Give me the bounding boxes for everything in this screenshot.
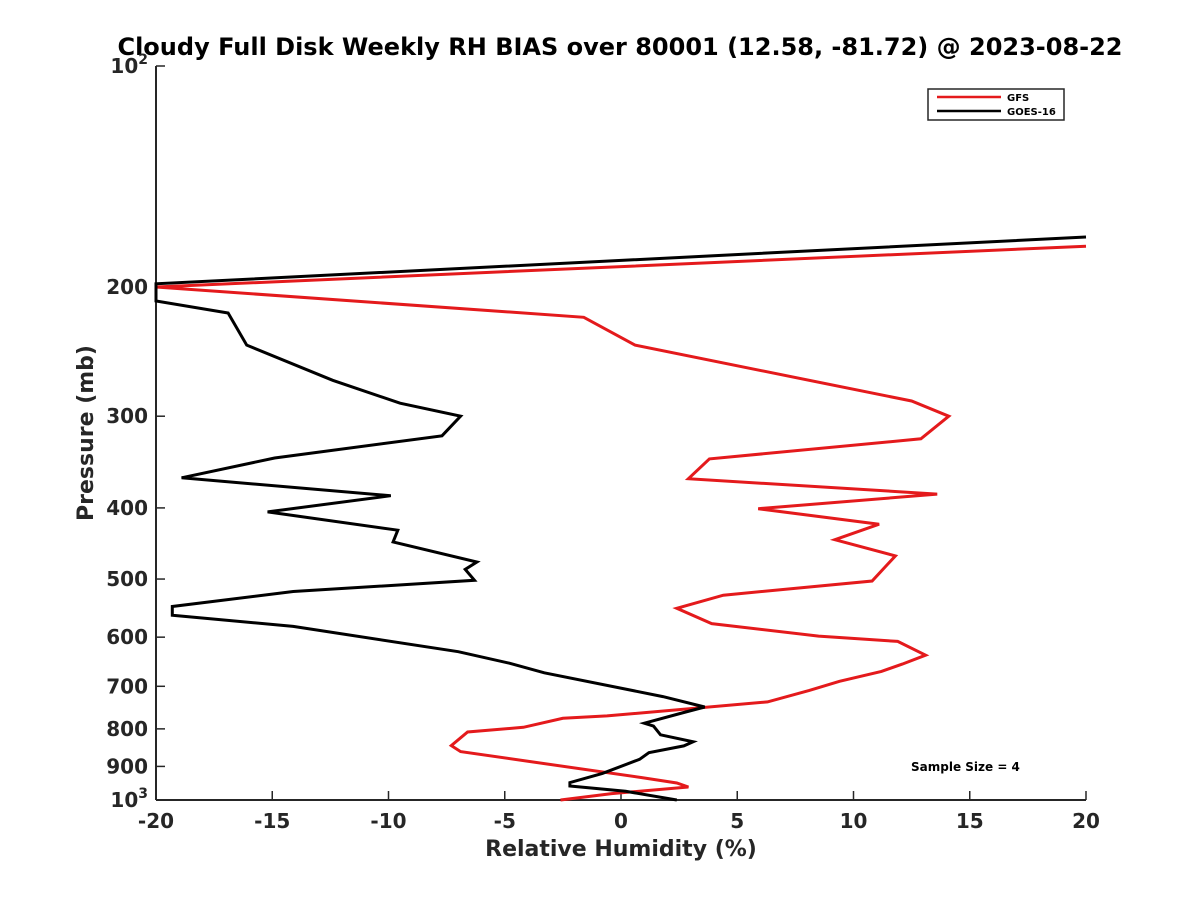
series-lines bbox=[154, 235, 1087, 802]
y-tick-label: 600 bbox=[106, 625, 148, 649]
x-axis-label: Relative Humidity (%) bbox=[485, 837, 757, 862]
y-tick-label: 500 bbox=[106, 567, 148, 591]
y-ticks: 102 200 300 400 500 600 700 800 900 103 bbox=[106, 52, 165, 812]
y-tick-label: 400 bbox=[106, 496, 148, 520]
legend-label-gfs: GFS bbox=[1007, 93, 1029, 104]
y-tick-label: 800 bbox=[106, 717, 148, 741]
x-tick-label: 0 bbox=[614, 809, 628, 833]
x-tick-label: -10 bbox=[370, 809, 406, 833]
x-tick-label: 20 bbox=[1072, 809, 1100, 833]
series-line-gfs bbox=[155, 244, 1087, 802]
plot-area: -20 -15 -10 -5 0 5 10 15 20 102 200 300 400 500 600 70… bbox=[106, 52, 1100, 833]
x-tick-label: 5 bbox=[730, 809, 744, 833]
legend-box bbox=[927, 88, 1065, 121]
x-ticks: -20 -15 -10 -5 0 5 10 15 20 bbox=[138, 791, 1100, 833]
x-tick-label: 15 bbox=[956, 809, 984, 833]
y-tick-label: 200 bbox=[106, 275, 148, 299]
y-axis-label: Pressure (mb) bbox=[74, 345, 99, 521]
sample-size-annotation: Sample Size = 4 bbox=[911, 760, 1020, 774]
y-tick-label: 300 bbox=[106, 404, 148, 428]
y-tick-label: 103 bbox=[110, 786, 148, 812]
y-tick-label: 900 bbox=[106, 754, 148, 778]
legend: GFS GOES-16 bbox=[927, 88, 1065, 121]
series-line-goes16 bbox=[154, 235, 1087, 802]
chart-title: Cloudy Full Disk Weekly RH BIAS over 800… bbox=[117, 33, 1122, 61]
legend-label-goes16: GOES-16 bbox=[1007, 107, 1056, 118]
x-tick-label: -20 bbox=[138, 809, 174, 833]
y-tick-label: 102 bbox=[110, 52, 148, 78]
x-tick-label: -15 bbox=[254, 809, 290, 833]
x-tick-label: -5 bbox=[494, 809, 516, 833]
x-tick-label: 10 bbox=[840, 809, 868, 833]
y-tick-label: 700 bbox=[106, 674, 148, 698]
